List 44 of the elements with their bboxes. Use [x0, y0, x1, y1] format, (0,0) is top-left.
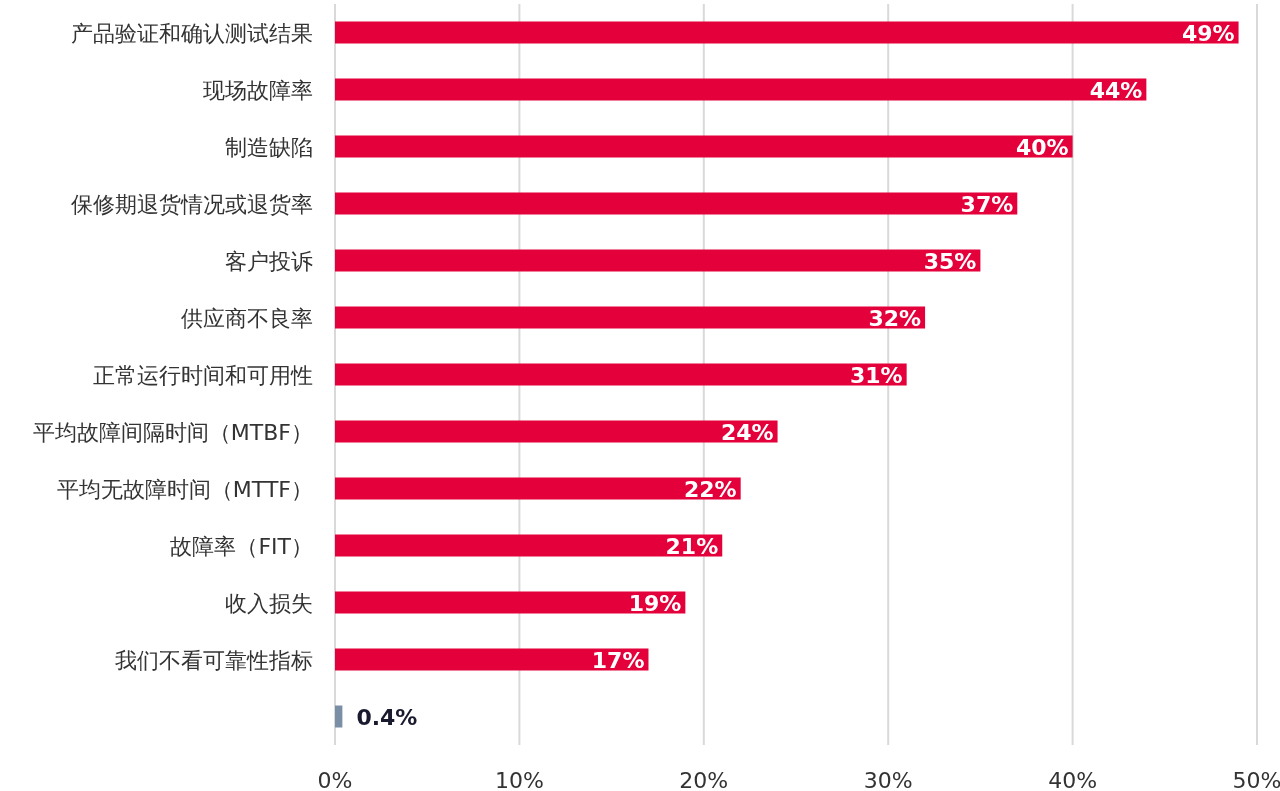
- bar: [335, 705, 343, 728]
- bar: [335, 192, 1018, 215]
- y-tick-label: 正常运行时间和可用性: [93, 362, 313, 388]
- y-tick-label: 平均故障间隔时间（MTBF）: [32, 419, 313, 445]
- x-tick-label: 40%: [1048, 768, 1098, 791]
- data-label: 19%: [628, 590, 682, 616]
- data-label: 44%: [1089, 77, 1143, 103]
- x-tick-label: 50%: [1232, 768, 1280, 791]
- data-label: 17%: [591, 647, 645, 673]
- data-label: 21%: [665, 533, 719, 559]
- y-tick-label: 现场故障率: [203, 77, 313, 103]
- bar: [335, 78, 1147, 101]
- data-label: 35%: [923, 248, 977, 274]
- y-tick-label: 客户投诉: [225, 248, 313, 274]
- y-tick-label: 产品验证和确认测试结果: [71, 20, 313, 46]
- bar: [335, 249, 981, 272]
- bar: [335, 534, 723, 557]
- x-tick-label: 30%: [863, 768, 913, 791]
- data-label: 49%: [1181, 20, 1235, 46]
- data-label: 37%: [960, 191, 1014, 217]
- data-label: 24%: [720, 419, 774, 445]
- bar: [335, 21, 1239, 44]
- data-label: 0.4%: [356, 704, 418, 730]
- bar: [335, 306, 926, 329]
- data-label: 31%: [849, 362, 903, 388]
- bar: [335, 477, 741, 500]
- x-tick-label: 0%: [317, 768, 353, 791]
- x-tick-label: 20%: [679, 768, 729, 791]
- data-label: 32%: [868, 305, 922, 331]
- bar: [335, 648, 649, 671]
- y-tick-label: 收入损失: [225, 590, 313, 616]
- y-tick-label: 供应商不良率: [181, 305, 313, 331]
- x-tick-label: 10%: [494, 768, 544, 791]
- bar: [335, 135, 1073, 158]
- y-tick-label: 我们不看可靠性指标: [115, 647, 313, 673]
- bar: [335, 420, 778, 443]
- y-tick-label: 制造缺陷: [225, 134, 313, 160]
- bar: [335, 363, 907, 386]
- y-tick-label: 平均无故障时间（MTTF）: [56, 476, 313, 502]
- data-label: 40%: [1015, 134, 1069, 160]
- y-tick-label: 故障率（FIT）: [170, 533, 313, 559]
- data-label: 22%: [684, 476, 737, 502]
- y-tick-label: 保修期退货情况或退货率: [71, 191, 313, 217]
- bar: [335, 591, 686, 614]
